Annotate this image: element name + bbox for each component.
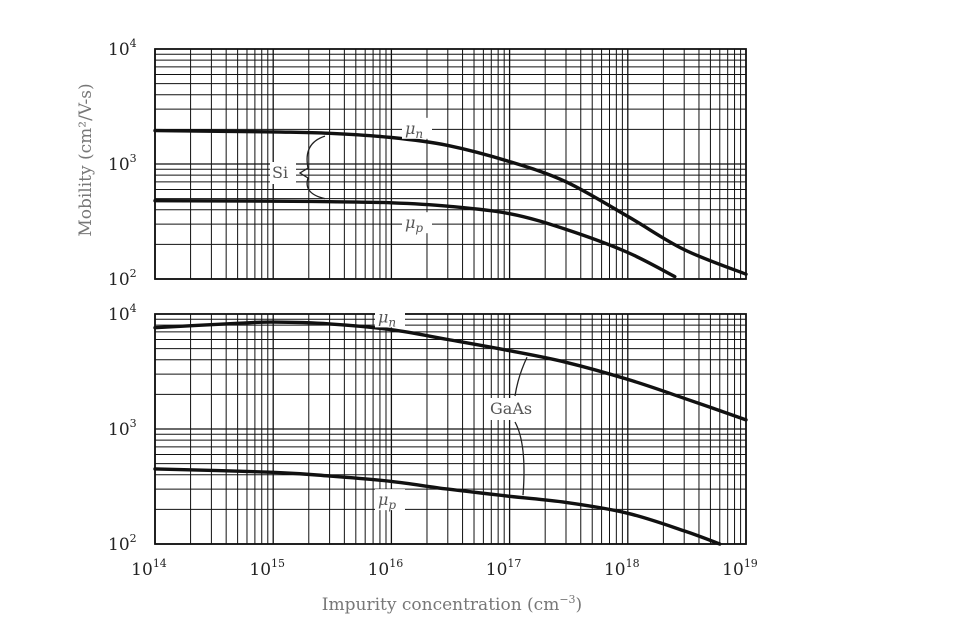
curve-label-bg [402, 117, 432, 139]
x-tick-exp: 14 [153, 557, 167, 570]
curve-label-bg [402, 212, 432, 234]
x-tick-base: 10 [131, 560, 153, 580]
y-tick-exp: 2 [130, 267, 137, 280]
series-line-mu-n [153, 320, 748, 422]
x-tick-exp: 19 [744, 557, 758, 570]
y-tick-base: 10 [108, 535, 130, 555]
material-label-bg [486, 398, 542, 420]
y-tick-exp: 4 [130, 302, 137, 315]
gaas-leader-n [514, 356, 528, 397]
series-line-mu-p [153, 467, 722, 546]
y-tick-exp: 4 [130, 37, 137, 50]
x-tick-label: 1018 [604, 557, 640, 580]
x-tick-base: 10 [486, 560, 508, 580]
material-label-si: Si [272, 163, 288, 182]
x-tick-exp: 18 [626, 557, 640, 570]
plot-frame [154, 48, 747, 280]
x-axis-label-end: ) [576, 595, 583, 615]
y-tick-base: 10 [108, 155, 130, 175]
x-tick-exp: 16 [389, 557, 403, 570]
curve-label-base: μ [378, 307, 388, 326]
curve-label-base: μ [378, 490, 388, 509]
curve-label-mu-n: μn [405, 119, 423, 141]
curve-label-bg [375, 489, 405, 511]
y-tick-label: 104 [108, 37, 137, 60]
y-axis-label: Mobility (cm²/V-s) [76, 83, 96, 236]
curve-label-sub: n [388, 315, 396, 329]
y-tick-base: 10 [108, 270, 130, 290]
x-tick-label: 1014 [131, 557, 167, 580]
si-brace [298, 135, 326, 200]
series-line-mu-p [153, 199, 677, 279]
plot-frame [154, 313, 747, 545]
curve-label-sub: n [415, 127, 423, 141]
y-tick-label: 103 [108, 152, 137, 175]
x-axis-label: Impurity concentration (cm−3) [322, 593, 582, 615]
x-tick-label: 1016 [368, 557, 404, 580]
curve-label-mu-p: μp [378, 490, 396, 512]
curve-label-sub: p [415, 221, 423, 235]
x-axis-label-text: Impurity concentration (cm [322, 595, 560, 615]
y-tick-label: 104 [108, 302, 137, 325]
x-tick-label: 1015 [249, 557, 285, 580]
material-label-gaas: GaAs [490, 399, 532, 418]
x-tick-exp: 17 [507, 557, 521, 570]
x-axis-label-sup: −3 [559, 593, 575, 606]
grid [154, 49, 746, 280]
material-label-bg [270, 162, 296, 184]
y-tick-base: 10 [108, 40, 130, 60]
curve-label-mu-n: μn [378, 307, 396, 329]
curve-label-mu-p: μp [405, 213, 423, 235]
y-tick-exp: 3 [130, 152, 137, 165]
gaas-leader-p [514, 421, 525, 496]
y-tick-label: 103 [108, 417, 137, 440]
x-tick-exp: 15 [271, 557, 285, 570]
y-tick-label: 102 [108, 532, 137, 555]
grid [154, 314, 746, 545]
y-tick-base: 10 [108, 305, 130, 325]
y-tick-exp: 2 [130, 532, 137, 545]
y-tick-base: 10 [108, 420, 130, 440]
y-tick-label: 102 [108, 267, 137, 290]
x-tick-base: 10 [722, 560, 744, 580]
series-line-mu-n [153, 128, 748, 276]
y-tick-exp: 3 [130, 417, 137, 430]
curve-label-bg [375, 306, 405, 328]
x-tick-label: 1019 [722, 557, 758, 580]
curve-label-sub: p [388, 498, 396, 512]
x-tick-base: 10 [368, 560, 390, 580]
x-tick-label: 1017 [486, 557, 522, 580]
x-tick-base: 10 [249, 560, 271, 580]
curve-label-base: μ [405, 213, 415, 232]
x-tick-base: 10 [604, 560, 626, 580]
curve-label-base: μ [405, 119, 415, 138]
